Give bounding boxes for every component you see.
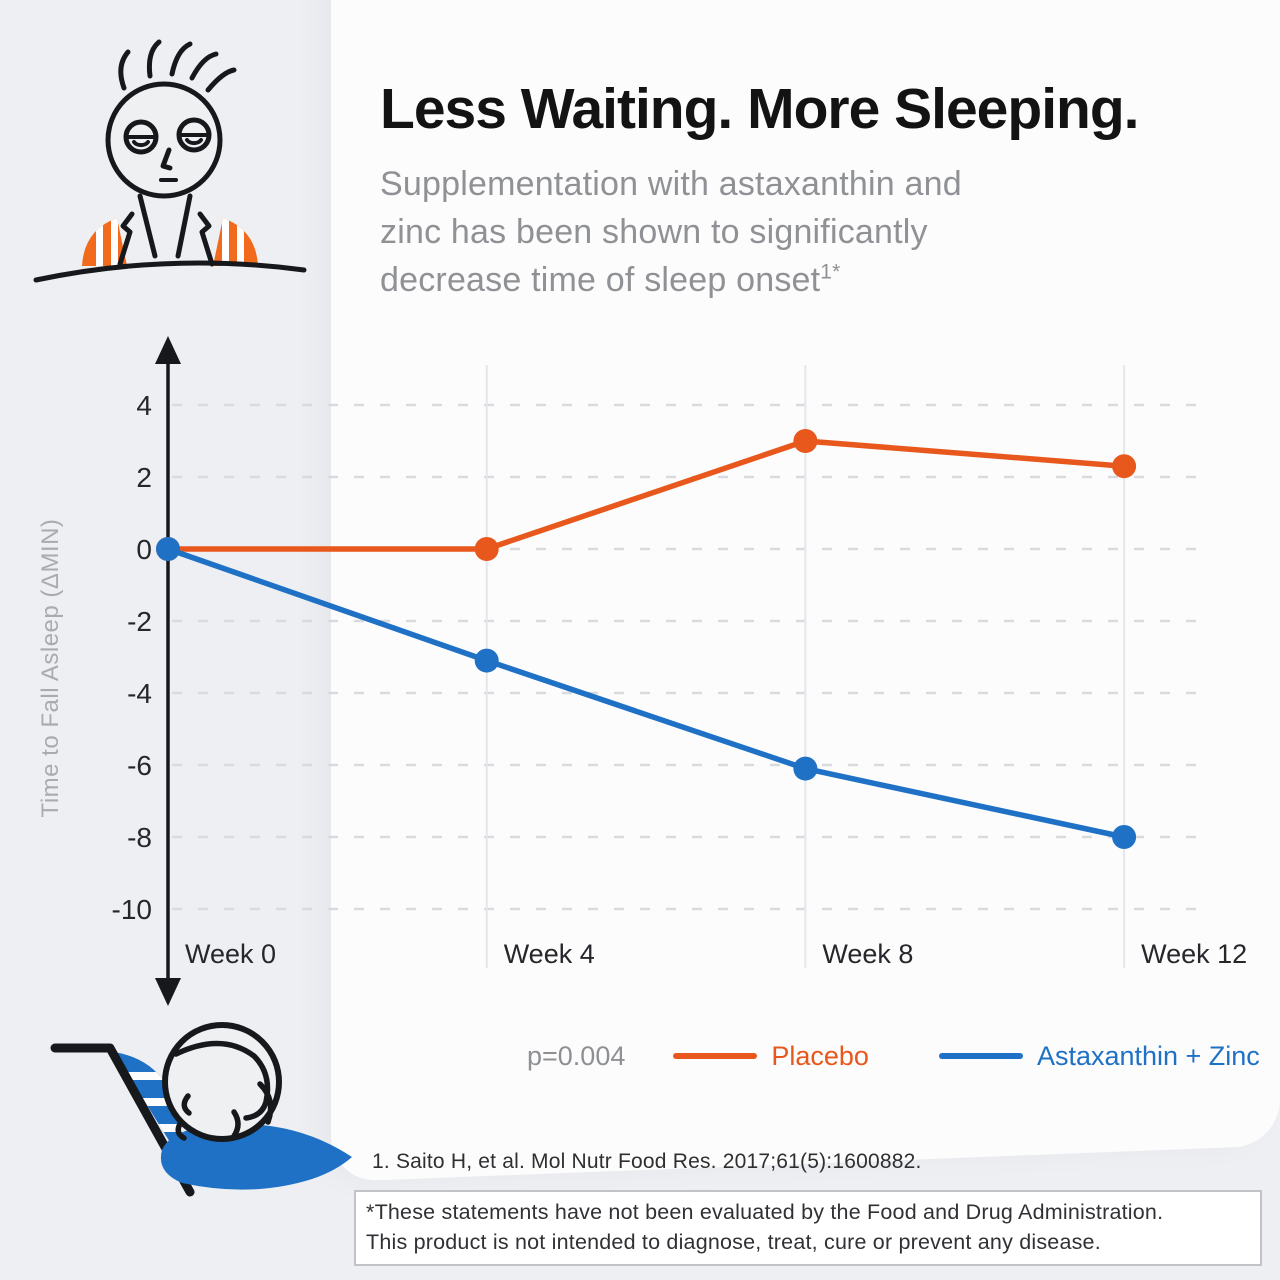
svg-text:-8: -8 — [127, 822, 152, 853]
legend-label-placebo: Placebo — [771, 1040, 869, 1071]
fda-disclaimer-box: *These statements have not been evaluate… — [354, 1190, 1262, 1266]
svg-text:-2: -2 — [127, 606, 152, 637]
disclaimer-line-2: This product is not intended to diagnose… — [366, 1230, 1101, 1254]
page-subtitle: Supplementation with astaxanthin and zin… — [380, 160, 962, 304]
legend-item-astaxanthin-zinc: Astaxanthin + Zinc — [938, 1040, 1260, 1072]
nose — [160, 147, 173, 171]
disclaimer-line-1: *These statements have not been evaluate… — [366, 1200, 1164, 1224]
legend-label-astaxanthin-zinc: Astaxanthin + Zinc — [1036, 1040, 1260, 1071]
p-value-annotation: p=0.004 — [527, 1040, 626, 1071]
svg-text:Time to Fall Asleep (ΔMIN): Time to Fall Asleep (ΔMIN) — [37, 519, 64, 818]
head-outline — [105, 81, 223, 199]
lapel-right — [197, 211, 215, 267]
svg-text:0: 0 — [136, 534, 152, 565]
subtitle-superscript: 1* — [820, 260, 841, 284]
pillow — [160, 1124, 352, 1190]
tired-person-icon — [33, 39, 307, 283]
svg-text:-6: -6 — [127, 750, 152, 781]
svg-text:-10: -10 — [112, 894, 152, 925]
lapel-left — [117, 211, 135, 267]
page-title: Less Waiting. More Sleeping. — [380, 77, 1140, 141]
svg-text:Week 0: Week 0 — [185, 939, 276, 969]
citation-text: 1. Saito H, et al. Mol Nutr Food Res. 20… — [372, 1150, 922, 1173]
coat-left — [137, 193, 158, 259]
placebo-line-swatch-icon — [673, 1053, 758, 1059]
ground-arc — [33, 260, 307, 283]
astaxanthin-zinc-line-swatch-icon — [938, 1053, 1023, 1059]
svg-text:4: 4 — [136, 390, 152, 421]
hair-strokes — [118, 39, 237, 93]
svg-text:-4: -4 — [127, 678, 152, 709]
subtitle-line-2: zinc has been shown to significantly — [380, 213, 928, 251]
svg-text:2: 2 — [136, 462, 152, 493]
bed-frame-line — [50, 1043, 195, 1197]
coat-right — [175, 193, 193, 259]
sleeping-person-icon — [50, 1022, 352, 1197]
sleeping-face — [173, 1040, 274, 1141]
legend-item-placebo: Placebo — [673, 1041, 869, 1072]
chart-legend: p=0.004 Placebo Astaxanthin + Zinc — [527, 1039, 1260, 1073]
subtitle-line-1: Supplementation with astaxanthin and — [380, 165, 962, 203]
subtitle-line-3: decrease time of sleep onset1* — [380, 260, 841, 299]
